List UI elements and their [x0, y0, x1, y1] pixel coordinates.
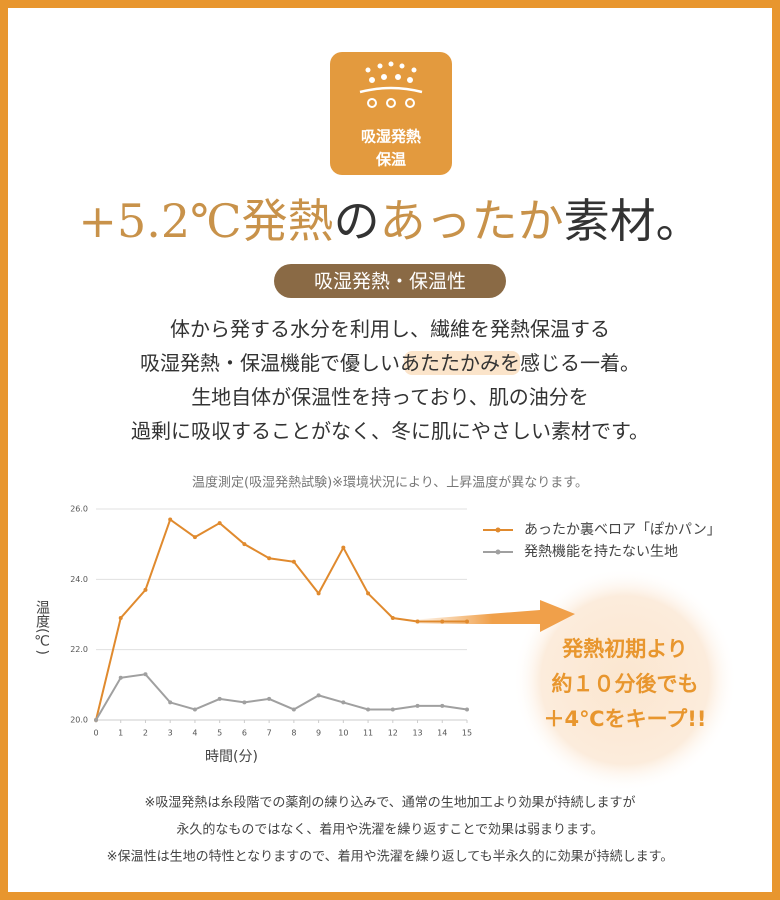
x-tick-label: 12	[388, 729, 398, 738]
x-axis-label: 時間(分)	[205, 749, 258, 765]
x-tick-label: 11	[363, 729, 373, 738]
caption: 温度測定(吸湿発熱試験)※環境状況により、上昇温度が異なります。	[192, 475, 588, 491]
point	[267, 696, 272, 701]
point	[291, 559, 296, 564]
point	[267, 556, 272, 561]
badge-text: 吸湿発熱	[361, 128, 421, 146]
legend-label: あったか裏ベロア「ぽかパン」	[524, 521, 721, 538]
point	[440, 619, 445, 624]
headline-part: の	[334, 194, 380, 248]
point	[415, 703, 420, 708]
point	[94, 718, 98, 722]
x-tick-label: 9	[316, 729, 321, 738]
x-tick-label: 13	[412, 729, 422, 738]
point	[415, 619, 420, 624]
x-tick-label: 6	[242, 729, 247, 738]
y-tick-label: 26.0	[70, 505, 88, 514]
headline: +5.2℃発熱のあったか素材。	[78, 194, 701, 248]
body-segment: 吸湿発熱・保温機能で優しい	[140, 351, 400, 375]
point	[242, 542, 247, 547]
point	[341, 545, 346, 550]
headline-part: 素材。	[564, 194, 702, 248]
point	[168, 517, 173, 522]
y-tick-label: 22.0	[70, 645, 88, 654]
x-tick-label: 14	[437, 729, 447, 738]
x-tick-label: 7	[267, 729, 272, 738]
series-line	[95, 517, 467, 721]
legend-dot	[495, 527, 501, 533]
callout-bubble	[513, 568, 737, 792]
point	[390, 707, 395, 712]
point	[217, 521, 222, 526]
point	[242, 700, 247, 705]
badge	[330, 52, 452, 175]
series-line	[95, 673, 468, 721]
point	[291, 707, 296, 712]
point	[366, 591, 371, 596]
pill	[274, 264, 506, 298]
body-line: 吸湿発熱・保温機能で優しいあたたかみを感じる一着。	[140, 351, 640, 375]
x-tick-label: 4	[192, 729, 197, 738]
point	[366, 707, 371, 712]
body-line: 過剰に吸収することがなく、冬に肌にやさしい素材です。	[131, 419, 649, 443]
point	[143, 672, 148, 677]
note: ※吸湿発熱は糸段階での薬剤の練り込みで、通常の生地加工より効果が持続しますが	[144, 795, 635, 811]
y-tick-label: 24.0	[70, 575, 88, 584]
x-tick-label: 5	[217, 729, 222, 738]
headline-part: あったか	[380, 194, 564, 248]
callout-text: 発熱初期より	[561, 637, 688, 661]
callout-text: ＋4℃をキープ!!	[544, 707, 707, 731]
point	[390, 616, 395, 621]
x-tick-label: 15	[462, 729, 472, 738]
body-line: 生地自体が保温性を持っており、肌の油分を	[191, 385, 589, 409]
point	[168, 700, 173, 705]
body-segment: あたたかみ	[400, 351, 500, 375]
point	[143, 587, 148, 592]
headline-part: +5.2℃発熱	[78, 194, 333, 248]
pill-text: 吸湿発熱・保温性	[314, 271, 466, 293]
badge-text: 保温	[375, 151, 406, 169]
badge-icon	[359, 61, 423, 108]
body-segment: を感じる一着。	[500, 351, 640, 375]
point	[316, 591, 321, 596]
point	[118, 675, 123, 680]
body-segment: 生地自体が保温性を持っており、肌の油分を	[191, 385, 589, 409]
point	[341, 700, 346, 705]
body-segment: 過剰に吸収することがなく、冬に肌にやさしい素材です。	[131, 419, 649, 443]
x-tick-label: 2	[143, 729, 148, 738]
x-tick-label: 1	[118, 729, 123, 738]
y-axis-label: 温度(℃)	[34, 600, 50, 655]
note: ※保温性は生地の特性となりますので、着用や洗濯を繰り返しても半永久的に効果が持続…	[107, 849, 674, 865]
note: 永久的なものではなく、着用や洗濯を繰り返すことで効果は弱まります。	[176, 822, 603, 838]
legend-dot	[495, 549, 501, 555]
x-tick-label: 3	[168, 729, 173, 738]
point	[440, 703, 445, 708]
point	[465, 707, 469, 712]
point	[465, 619, 469, 624]
body-line: 体から発する水分を利用し、繊維を発熱保温する	[170, 317, 610, 341]
point	[192, 707, 197, 712]
point	[316, 693, 321, 698]
arrow	[410, 600, 575, 632]
x-tick-label: 8	[291, 729, 296, 738]
callout-text: 約１０分後でも	[552, 672, 699, 696]
highlight	[404, 351, 520, 375]
point	[217, 696, 222, 701]
x-tick-label: 10	[338, 729, 348, 738]
point	[192, 535, 197, 540]
body-segment: 体から発する水分を利用し、繊維を発熱保温する	[170, 317, 610, 341]
point	[118, 616, 123, 621]
y-tick-label: 20.0	[70, 716, 88, 725]
x-tick-label: 0	[93, 729, 98, 738]
legend-label: 発熱機能を持たない生地	[524, 544, 678, 560]
